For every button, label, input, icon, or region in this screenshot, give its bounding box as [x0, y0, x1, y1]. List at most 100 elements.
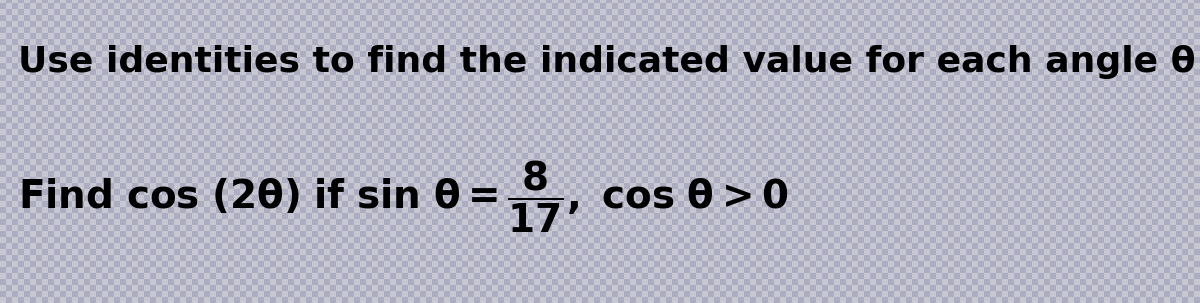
Bar [162, 207, 168, 213]
Bar [474, 273, 480, 279]
Bar [708, 177, 714, 183]
Bar [306, 201, 312, 207]
Bar [486, 195, 492, 201]
Bar [906, 177, 912, 183]
Bar [126, 123, 132, 129]
Bar [24, 15, 30, 21]
Bar [756, 69, 762, 75]
Bar [372, 297, 378, 303]
Bar [480, 231, 486, 237]
Bar [384, 225, 390, 231]
Bar [714, 153, 720, 159]
Bar [258, 99, 264, 105]
Bar [1116, 159, 1122, 165]
Bar [852, 231, 858, 237]
Bar [36, 9, 42, 15]
Bar [228, 267, 234, 273]
Bar [1134, 33, 1140, 39]
Bar [444, 27, 450, 33]
Bar [774, 267, 780, 273]
Bar [378, 0, 384, 3]
Bar [204, 207, 210, 213]
Bar [852, 9, 858, 15]
Bar [864, 87, 870, 93]
Bar [444, 285, 450, 291]
Bar [474, 81, 480, 87]
Bar [888, 165, 894, 171]
Bar [390, 291, 396, 297]
Bar [846, 57, 852, 63]
Bar [384, 231, 390, 237]
Bar [114, 111, 120, 117]
Bar [144, 135, 150, 141]
Bar [270, 87, 276, 93]
Bar [270, 273, 276, 279]
Bar [318, 231, 324, 237]
Bar [444, 135, 450, 141]
Bar [444, 63, 450, 69]
Bar [1110, 219, 1116, 225]
Bar [216, 111, 222, 117]
Bar [348, 195, 354, 201]
Bar [576, 219, 582, 225]
Bar [498, 201, 504, 207]
Bar [318, 207, 324, 213]
Bar [12, 147, 18, 153]
Bar [48, 231, 54, 237]
Bar [1194, 33, 1200, 39]
Bar [246, 255, 252, 261]
Bar [864, 267, 870, 273]
Bar [138, 213, 144, 219]
Bar [894, 147, 900, 153]
Bar [36, 273, 42, 279]
Bar [1188, 129, 1194, 135]
Bar [342, 183, 348, 189]
Bar [42, 105, 48, 111]
Bar [144, 15, 150, 21]
Bar [6, 291, 12, 297]
Bar [96, 129, 102, 135]
Bar [642, 135, 648, 141]
Bar [408, 123, 414, 129]
Bar [204, 129, 210, 135]
Bar [180, 243, 186, 249]
Bar [276, 237, 282, 243]
Bar [6, 159, 12, 165]
Bar [630, 237, 636, 243]
Bar [900, 255, 906, 261]
Bar [960, 297, 966, 303]
Bar [624, 225, 630, 231]
Bar [702, 21, 708, 27]
Bar [540, 279, 546, 285]
Bar [1188, 117, 1194, 123]
Bar [222, 195, 228, 201]
Bar [294, 267, 300, 273]
Bar [228, 45, 234, 51]
Bar [918, 69, 924, 75]
Bar [498, 117, 504, 123]
Bar [672, 177, 678, 183]
Bar [324, 285, 330, 291]
Bar [864, 219, 870, 225]
Bar [102, 165, 108, 171]
Bar [1140, 255, 1146, 261]
Bar [882, 33, 888, 39]
Bar [996, 219, 1002, 225]
Bar [288, 291, 294, 297]
Bar [1086, 3, 1092, 9]
Bar [126, 147, 132, 153]
Bar [858, 93, 864, 99]
Bar [342, 93, 348, 99]
Bar [444, 165, 450, 171]
Bar [528, 189, 534, 195]
Bar [516, 183, 522, 189]
Bar [1110, 255, 1116, 261]
Bar [1128, 183, 1134, 189]
Bar [906, 33, 912, 39]
Bar [756, 147, 762, 153]
Bar [1074, 45, 1080, 51]
Bar [618, 189, 624, 195]
Bar [984, 249, 990, 255]
Bar [1032, 33, 1038, 39]
Bar [108, 63, 114, 69]
